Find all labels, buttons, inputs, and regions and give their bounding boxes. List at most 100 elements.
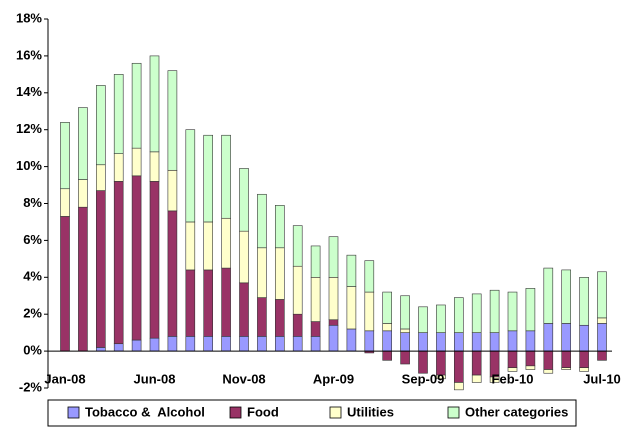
bar-segment xyxy=(328,236,339,278)
bar-segment xyxy=(328,276,339,321)
bar-segment xyxy=(400,328,410,333)
bar-segment xyxy=(543,369,554,374)
bar-segment xyxy=(203,269,213,337)
bar-segment xyxy=(185,269,196,337)
bar-segment xyxy=(78,107,88,180)
bar-segment xyxy=(400,350,410,365)
bar-segment xyxy=(507,291,518,332)
bar-segment xyxy=(561,367,572,370)
bar-segment xyxy=(292,225,303,267)
bar-segment xyxy=(525,350,536,367)
bar-segment xyxy=(60,122,70,190)
y-tick-label: 16% xyxy=(16,47,42,62)
bar-segment xyxy=(257,247,267,298)
bar-segment xyxy=(453,332,464,352)
bar-segment xyxy=(221,217,231,269)
bar-segment xyxy=(149,151,160,182)
bar-segment xyxy=(382,291,393,324)
bar-segment xyxy=(543,323,554,352)
bar-segment xyxy=(221,134,231,219)
bar-segment xyxy=(507,330,518,352)
bar-segment xyxy=(96,164,106,191)
y-tick-label: 10% xyxy=(16,158,42,173)
bar-segment xyxy=(113,153,124,182)
bar-segment xyxy=(113,74,124,154)
bar-segment xyxy=(346,254,357,287)
bar-segment xyxy=(489,376,500,383)
bar-segment xyxy=(292,313,303,337)
x-tick-label: Jan-08 xyxy=(44,371,85,386)
bar-segment xyxy=(292,336,303,352)
bar-segment xyxy=(418,332,428,352)
bar-segment xyxy=(579,350,589,369)
bar-segment xyxy=(382,330,393,352)
bar-segment xyxy=(167,70,178,171)
bar-segment xyxy=(382,323,393,332)
bar-segment xyxy=(543,350,554,370)
bar-segment xyxy=(471,332,482,352)
bar-segment xyxy=(131,62,142,149)
bar-segment xyxy=(78,206,88,352)
bar-segment xyxy=(436,374,446,380)
bar-segment xyxy=(525,288,536,332)
bar-segment xyxy=(131,175,142,341)
bar-segment xyxy=(346,328,357,352)
bar-segment xyxy=(274,299,285,337)
bar-segment xyxy=(203,221,213,271)
bar-segment xyxy=(436,304,446,333)
bar-segment xyxy=(310,276,321,322)
bar-segment xyxy=(525,365,536,370)
bar-segment xyxy=(579,367,589,372)
legend-swatch xyxy=(67,406,80,419)
bar-segment xyxy=(257,297,267,337)
bar-segment xyxy=(471,374,482,383)
bar-segment xyxy=(597,323,607,352)
bar-segment xyxy=(274,336,285,352)
legend-box xyxy=(47,399,577,427)
legend-swatch xyxy=(329,406,342,419)
y-tick-label: 14% xyxy=(16,84,42,99)
x-tick-label: Jul-10 xyxy=(583,371,621,386)
bar-segment xyxy=(310,245,321,278)
y-tick-label: 4% xyxy=(23,269,42,284)
x-tick-label: Jun-08 xyxy=(134,371,176,386)
bar-segment xyxy=(131,339,142,352)
bar-segment xyxy=(328,324,339,352)
bar-segment xyxy=(364,291,375,332)
bar-segment xyxy=(113,343,124,352)
y-tick-label: 8% xyxy=(23,195,42,210)
bar-segment xyxy=(400,295,410,330)
bar-segment xyxy=(257,193,267,249)
bar-segment xyxy=(310,321,321,337)
bar-segment xyxy=(364,330,375,352)
bar-segment xyxy=(60,216,70,352)
bar-segment xyxy=(257,336,267,352)
bar-segment xyxy=(96,85,106,166)
legend-swatch xyxy=(447,406,460,419)
legend-label: Utilities xyxy=(347,404,394,419)
bar-segment xyxy=(561,269,572,324)
bar-segment xyxy=(167,210,178,337)
bar-segment xyxy=(167,169,178,212)
bar-segment xyxy=(274,247,285,300)
bar-segment xyxy=(167,336,178,352)
bar-segment xyxy=(489,332,500,352)
bar-segment xyxy=(507,350,518,369)
legend-swatch xyxy=(229,406,242,419)
bar-segment xyxy=(78,179,88,208)
bar-segment xyxy=(453,297,464,333)
bar-segment xyxy=(221,336,231,352)
bar-segment xyxy=(579,276,589,326)
bar-segment xyxy=(239,230,249,284)
bar-segment xyxy=(561,323,572,352)
bar-segment xyxy=(96,347,106,352)
bar-segment xyxy=(525,330,536,352)
bar-segment xyxy=(382,350,393,361)
bar-segment xyxy=(185,221,196,271)
bar-segment xyxy=(203,336,213,352)
bar-segment xyxy=(543,267,554,324)
bar-segment xyxy=(274,205,285,249)
x-tick-label: Nov-08 xyxy=(222,371,265,386)
bar-segment xyxy=(507,367,518,372)
